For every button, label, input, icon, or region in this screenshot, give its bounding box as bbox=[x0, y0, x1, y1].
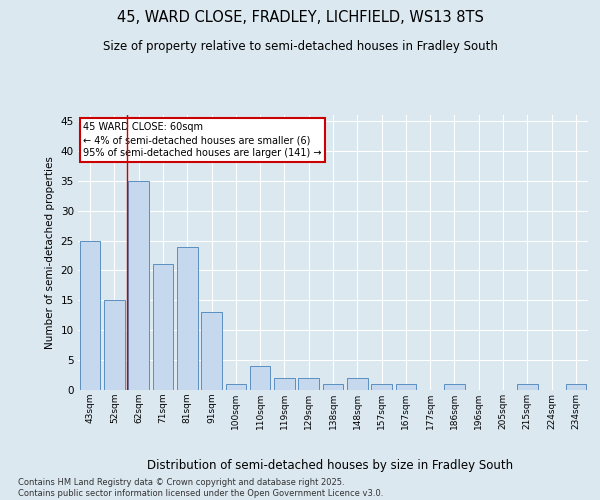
Bar bbox=[152, 264, 173, 390]
Bar bbox=[395, 384, 416, 390]
Text: Size of property relative to semi-detached houses in Fradley South: Size of property relative to semi-detach… bbox=[103, 40, 497, 53]
Bar bbox=[347, 378, 368, 390]
Bar bbox=[250, 366, 271, 390]
Text: Contains HM Land Registry data © Crown copyright and database right 2025.
Contai: Contains HM Land Registry data © Crown c… bbox=[18, 478, 383, 498]
Bar bbox=[201, 312, 222, 390]
Bar bbox=[226, 384, 246, 390]
Bar bbox=[274, 378, 295, 390]
Text: 45 WARD CLOSE: 60sqm
← 4% of semi-detached houses are smaller (6)
95% of semi-de: 45 WARD CLOSE: 60sqm ← 4% of semi-detach… bbox=[83, 122, 322, 158]
Bar bbox=[177, 246, 197, 390]
Bar bbox=[298, 378, 319, 390]
Bar bbox=[323, 384, 343, 390]
Bar bbox=[128, 181, 149, 390]
Bar bbox=[371, 384, 392, 390]
Bar bbox=[517, 384, 538, 390]
Text: 45, WARD CLOSE, FRADLEY, LICHFIELD, WS13 8TS: 45, WARD CLOSE, FRADLEY, LICHFIELD, WS13… bbox=[116, 10, 484, 25]
Text: Distribution of semi-detached houses by size in Fradley South: Distribution of semi-detached houses by … bbox=[147, 458, 513, 471]
Bar bbox=[566, 384, 586, 390]
Bar bbox=[444, 384, 465, 390]
Bar bbox=[80, 240, 100, 390]
Y-axis label: Number of semi-detached properties: Number of semi-detached properties bbox=[45, 156, 55, 349]
Bar bbox=[104, 300, 125, 390]
